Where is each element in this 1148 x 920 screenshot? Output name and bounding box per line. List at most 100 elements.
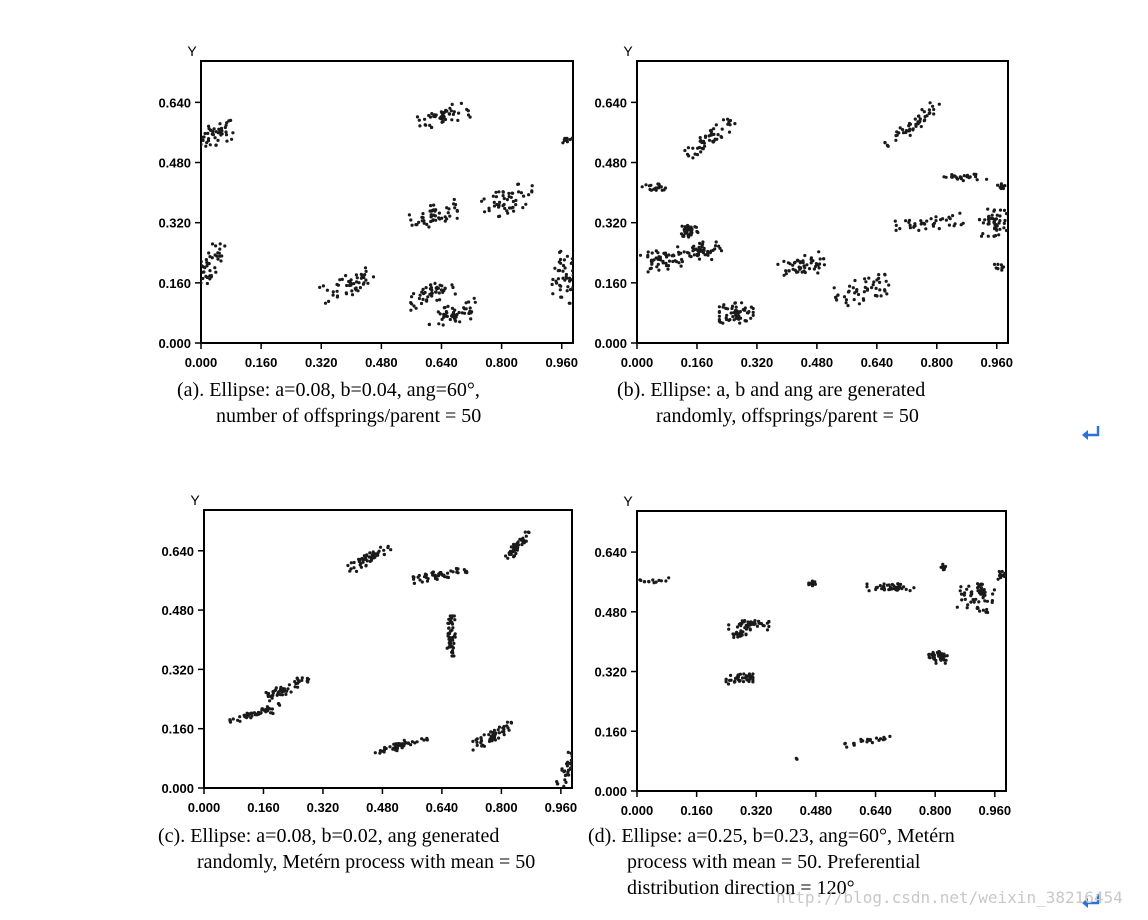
- data-point: [895, 130, 899, 134]
- data-point: [878, 584, 882, 588]
- data-point: [721, 321, 725, 325]
- data-point: [693, 152, 697, 156]
- y-tick-label: 0.480: [594, 156, 627, 171]
- data-point: [214, 130, 218, 134]
- data-point: [743, 626, 747, 630]
- data-point: [934, 661, 938, 665]
- data-point: [480, 744, 484, 748]
- data-point: [214, 270, 218, 274]
- data-point: [798, 261, 803, 265]
- data-point: [382, 750, 386, 754]
- data-point: [742, 672, 746, 676]
- data-point: [511, 209, 516, 213]
- data-point: [730, 306, 734, 311]
- data-point: [784, 269, 788, 273]
- data-point: [794, 756, 798, 760]
- data-point: [931, 104, 935, 108]
- data-point: [893, 219, 897, 223]
- data-point: [941, 565, 945, 569]
- data-point: [958, 589, 962, 593]
- data-point: [563, 778, 567, 782]
- data-point: [691, 249, 695, 253]
- data-point: [382, 552, 386, 557]
- data-point: [238, 715, 242, 719]
- data-point: [680, 224, 684, 228]
- data-point: [706, 253, 710, 257]
- data-point: [452, 641, 456, 646]
- data-point: [743, 319, 748, 323]
- data-point: [1002, 208, 1007, 212]
- data-point: [932, 112, 936, 116]
- data-point: [428, 123, 432, 127]
- data-point: [449, 569, 453, 573]
- data-point: [912, 225, 916, 229]
- data-point: [284, 692, 288, 697]
- data-point: [375, 553, 379, 557]
- data-point: [1005, 578, 1006, 581]
- data-point: [413, 741, 417, 745]
- data-point: [472, 296, 476, 300]
- data-point: [986, 222, 990, 226]
- caption-d: (d). Ellipse: a=0.25, b=0.23, ang=60°, M…: [588, 823, 955, 901]
- data-point: [355, 276, 359, 280]
- data-point: [863, 285, 867, 289]
- data-point: [729, 311, 733, 315]
- data-point: [440, 120, 444, 124]
- data-point: [442, 315, 446, 319]
- data-point: [1004, 212, 1008, 216]
- data-point: [424, 576, 429, 580]
- data-point: [201, 270, 205, 274]
- data-point: [206, 131, 210, 135]
- data-point: [942, 657, 946, 661]
- data-point: [363, 273, 367, 277]
- data-point: [661, 261, 665, 265]
- data-point: [283, 687, 287, 691]
- data-point: [674, 260, 679, 264]
- data-point: [703, 135, 708, 139]
- data-point: [722, 303, 726, 307]
- data-point: [559, 295, 563, 299]
- data-point: [453, 308, 457, 312]
- data-point: [986, 234, 990, 238]
- data-point: [696, 146, 700, 150]
- data-point: [561, 141, 565, 145]
- data-point: [874, 586, 878, 590]
- data-point: [503, 206, 507, 211]
- data-point: [471, 739, 475, 744]
- data-point: [650, 251, 654, 255]
- data-point: [521, 206, 525, 210]
- data-point: [349, 278, 353, 282]
- data-point: [410, 295, 414, 299]
- data-point: [410, 223, 414, 227]
- data-point: [739, 629, 743, 633]
- data-point: [1003, 218, 1007, 223]
- data-point: [555, 281, 559, 285]
- data-point: [691, 156, 695, 160]
- data-point: [204, 258, 208, 262]
- data-point: [904, 219, 908, 223]
- data-point: [732, 635, 736, 640]
- data-point: [931, 223, 935, 227]
- data-point: [885, 292, 889, 296]
- data-point: [920, 221, 924, 225]
- data-point: [998, 208, 1003, 212]
- data-point: [213, 136, 217, 140]
- data-point: [646, 270, 650, 274]
- data-point: [274, 686, 278, 690]
- data-point: [985, 599, 990, 603]
- data-point: [367, 555, 371, 559]
- data-point: [913, 117, 917, 121]
- data-point: [336, 283, 340, 287]
- data-point: [527, 193, 531, 197]
- data-point: [550, 282, 554, 287]
- data-point: [725, 313, 729, 317]
- data-point: [205, 264, 209, 268]
- data-point: [218, 122, 222, 126]
- data-point: [649, 259, 654, 263]
- data-point: [711, 248, 715, 252]
- data-point: [975, 606, 979, 611]
- data-point: [846, 290, 851, 294]
- data-point: [447, 621, 451, 626]
- panel-c: Y 0.000 0.160 0.320 0.480 0.640 0.800 0.960 0.00…: [158, 492, 577, 873]
- data-point: [306, 680, 310, 684]
